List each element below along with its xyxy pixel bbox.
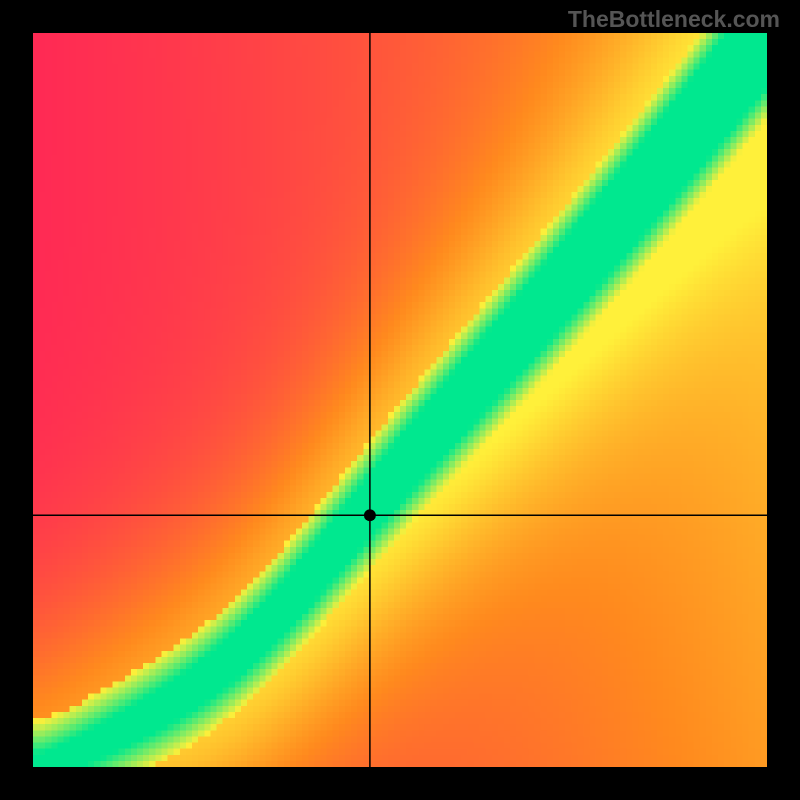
watermark-text: TheBottleneck.com [568,6,780,33]
chart-container: TheBottleneck.com [0,0,800,800]
heatmap-overlay [33,33,767,767]
